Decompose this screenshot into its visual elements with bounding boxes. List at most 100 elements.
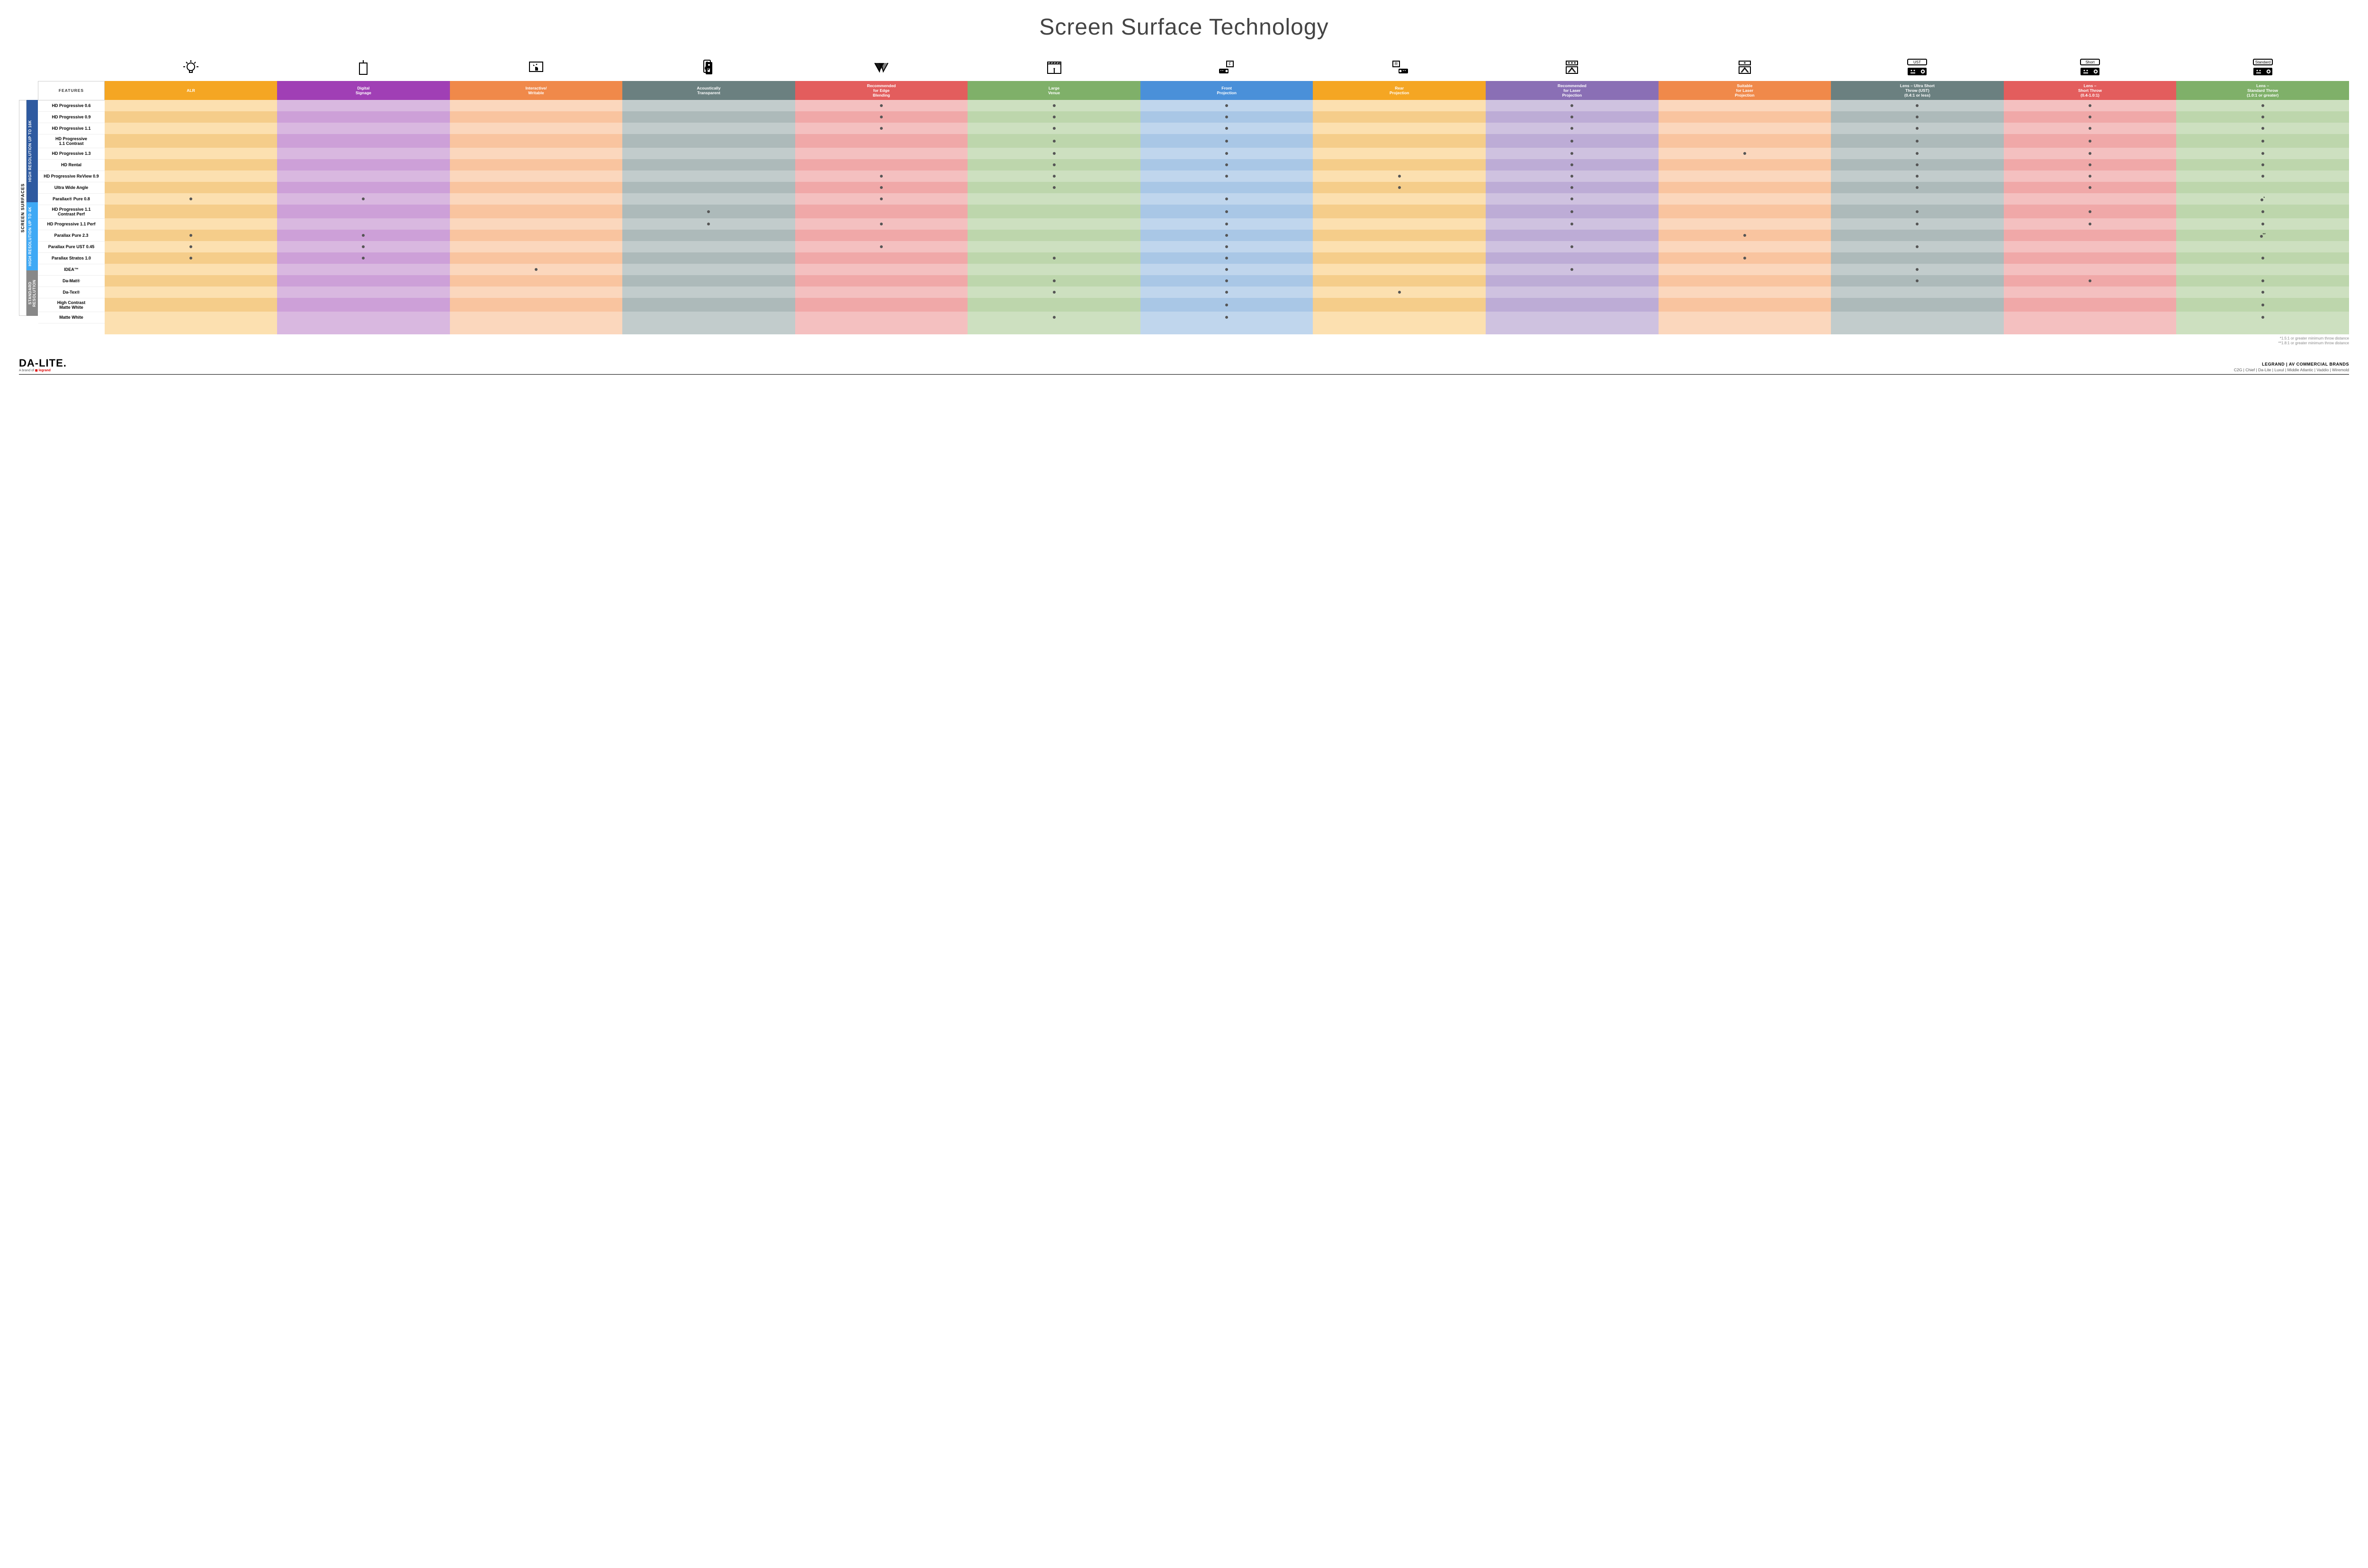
cell-acoustic [622,100,795,111]
cell-acoustic [622,264,795,275]
cell-ust [1831,100,2004,111]
cell-short [2004,241,2177,252]
cell-front [1140,287,1313,298]
col-header-interactive: Interactive/Writable [450,81,623,100]
suitlaser-icon: ★ [1659,54,1831,81]
cell-large [968,287,1140,298]
footnote: **1.8:1 or greater minimum throw distanc… [19,341,2349,346]
cell-acoustic [622,312,795,323]
cell-suitlaser [1659,170,1831,182]
cell-std: * [2176,193,2349,205]
cell-std [2176,159,2349,170]
cell-short [2004,148,2177,159]
cell-acoustic [622,148,795,159]
cell-edge [795,170,968,182]
cell-large [968,241,1140,252]
cell-alr [105,148,278,159]
cell-rear [1313,182,1486,193]
cell-large [968,134,1140,148]
cell-std [2176,205,2349,218]
table-row: Da-Mat® [38,275,2350,287]
cell-edge [795,148,968,159]
cell-short [2004,218,2177,230]
cell-interactive [450,170,623,182]
cell-ust [1831,148,2004,159]
col-header-front: FrontProjection [1140,81,1313,100]
cell-ust [1831,287,2004,298]
cell-suitlaser [1659,205,1831,218]
cell-front [1140,312,1313,323]
cell-ust [1831,134,2004,148]
cell-std [2176,134,2349,148]
col-header-alr: ALR [105,81,278,100]
cell-acoustic [622,193,795,205]
cell-suitlaser [1659,134,1831,148]
cell-alr [105,275,278,287]
cell-front [1140,218,1313,230]
cell-alr [105,298,278,312]
cell-short [2004,123,2177,134]
cell-std [2176,182,2349,193]
svg-text:★★★: ★★★ [1568,61,1577,65]
cell-reclaser [1486,252,1659,264]
cell-ust [1831,182,2004,193]
cell-signage [277,148,450,159]
cell-edge [795,159,968,170]
cell-signage [277,264,450,275]
cell-ust [1831,170,2004,182]
features-header: FEATURES [38,81,105,100]
short-icon: Short [2004,54,2177,81]
cell-interactive [450,182,623,193]
footer-right: LEGRAND | AV COMMERCIAL BRANDS C2G | Chi… [2234,362,2349,372]
cell-std [2176,111,2349,123]
cell-std [2176,123,2349,134]
cell-alr [105,241,278,252]
cell-interactive [450,100,623,111]
cell-suitlaser [1659,312,1831,323]
cell-rear [1313,134,1486,148]
cell-suitlaser [1659,159,1831,170]
cell-reclaser [1486,275,1659,287]
cell-alr [105,182,278,193]
cell-ust [1831,193,2004,205]
cell-edge [795,182,968,193]
row-label: Parallax® Pure 0.8 [38,193,105,205]
cell-alr [105,264,278,275]
row-label: HD Progressive 1.1Contrast Perf [38,205,105,218]
cell-ust [1831,312,2004,323]
cell-large [968,111,1140,123]
cell-rear [1313,218,1486,230]
cell-alr [105,230,278,241]
cell-front [1140,134,1313,148]
cell-rear [1313,193,1486,205]
cell-std [2176,287,2349,298]
cell-large [968,100,1140,111]
svg-text:R: R [1394,62,1398,66]
cell-front [1140,241,1313,252]
cell-alr [105,287,278,298]
cell-interactive [450,193,623,205]
chart-wrapper: SCREEN SURFACES HIGH RESOLUTION UP TO 16… [19,54,2349,334]
cell-front [1140,148,1313,159]
std-icon: Standard [2176,54,2349,81]
cell-ust [1831,123,2004,134]
cell-rear [1313,100,1486,111]
cell-alr [105,159,278,170]
table-row: HD Progressive1.1 Contrast [38,134,2350,148]
cell-rear [1313,298,1486,312]
cell-suitlaser [1659,111,1831,123]
cell-std [2176,298,2349,312]
cell-edge [795,205,968,218]
cell-front [1140,275,1313,287]
row-label: Parallax Stratos 1.0 [38,252,105,264]
cell-reclaser [1486,264,1659,275]
cell-alr [105,252,278,264]
table-row: HD Progressive 1.1Contrast Perf [38,205,2350,218]
row-label: Matte White [38,312,105,323]
row-label: HD Progressive 1.1 [38,123,105,134]
comparison-table: FR★★★★USTShortStandardFEATURESALRDigital… [38,54,2349,334]
col-header-short: Lens –Short Throw(0.4-1.0:1) [2004,81,2177,100]
row-label: Ultra Wide Angle [38,182,105,193]
cell-short [2004,264,2177,275]
cell-reclaser [1486,100,1659,111]
